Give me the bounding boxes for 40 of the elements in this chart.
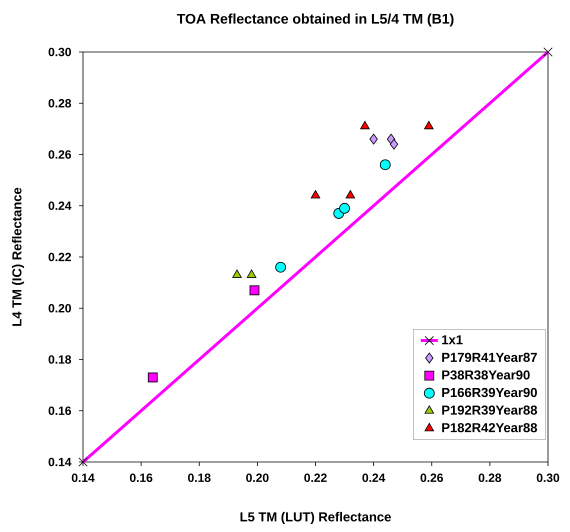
legend-label: P38R38Year90 — [442, 370, 530, 380]
y-axis-title: L4 TM (IC) Reflectance — [12, 188, 24, 326]
x-tick-label: 0.26 — [420, 474, 443, 482]
legend-label: P166R39Year90 — [442, 388, 537, 398]
point — [310, 190, 320, 198]
x-tick-label: 0.30 — [536, 474, 560, 482]
point — [424, 120, 434, 130]
point — [390, 138, 398, 150]
point — [275, 262, 286, 273]
x-tick-label: 0.18 — [188, 474, 211, 482]
legend-label: 1x1 — [442, 335, 463, 344]
y-tick-label: 0.14 — [48, 458, 72, 466]
point — [148, 372, 158, 382]
point — [232, 270, 242, 278]
point — [339, 202, 350, 214]
x-tick-label: 0.24 — [362, 474, 386, 482]
point — [369, 134, 378, 145]
y-tick-label: 0.18 — [48, 355, 72, 364]
x-tick-label: 0.22 — [304, 474, 327, 482]
legend-label: P179R41Year87 — [442, 352, 537, 362]
point — [250, 285, 260, 296]
y-tick-label: 0.22 — [48, 252, 71, 262]
y-tick-label: 0.30 — [48, 48, 71, 56]
y-tick-label: 0.26 — [48, 150, 72, 159]
x-tick-label: 0.14 — [72, 474, 95, 482]
point — [246, 270, 256, 278]
legend-label: P182R42Year88 — [442, 423, 538, 432]
y-tick-label: 0.20 — [48, 304, 71, 312]
legend-label: P192R39Year88 — [442, 405, 538, 415]
y-tick-label: 0.28 — [48, 98, 72, 108]
y-tick-label: 0.16 — [48, 406, 72, 415]
chart-title: TOA Reflectance obtained in L5/4 TM (B1) — [176, 13, 454, 27]
y-tick-label: 0.24 — [48, 201, 72, 210]
point — [380, 159, 391, 170]
x-tick-label: 0.28 — [478, 474, 502, 482]
x-tick-label: 0.20 — [246, 474, 269, 482]
x-tick-label: 0.16 — [130, 474, 152, 482]
point — [346, 190, 356, 198]
point — [360, 120, 370, 130]
x-axis-title: L5 TM (LUT) Reflectance — [240, 512, 391, 524]
